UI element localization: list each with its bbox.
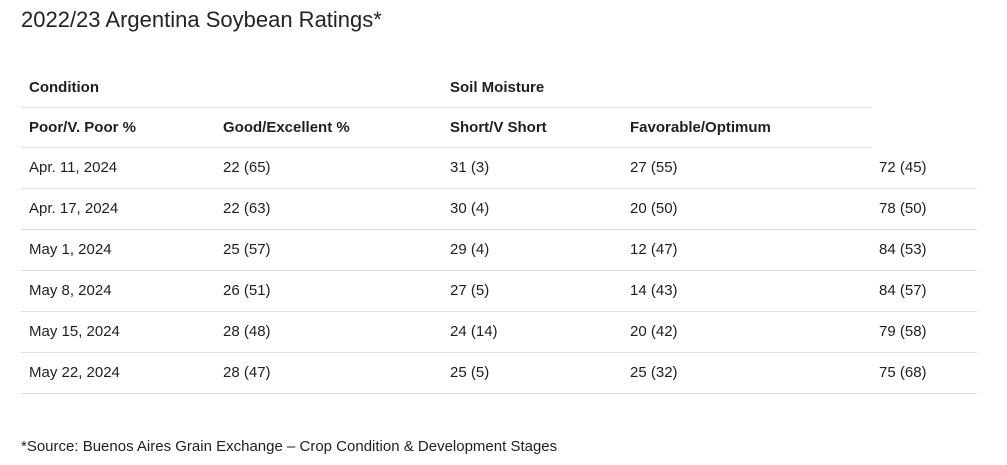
table-cell-date: Apr. 17, 2024 [29, 200, 119, 217]
table-cell-date: May 1, 2024 [29, 241, 112, 258]
table-cell: 79 (58) [879, 323, 927, 340]
table-cell: 78 (50) [879, 200, 927, 217]
sub-header-row: Poor/V. Poor % Good/Excellent % Short/V … [21, 108, 977, 148]
ratings-table: Condition Soil Moisture Poor/V. Poor % G… [21, 68, 977, 394]
table-cell: 25 (5) [450, 364, 490, 381]
table-cell: 12 (47) [630, 241, 678, 258]
table-cell-date: May 8, 2024 [29, 282, 112, 299]
table-cell: 27 (5) [450, 282, 490, 299]
page-title: 2022/23 Argentina Soybean Ratings* [21, 7, 382, 32]
table-row: May 15, 2024 28 (48) 24 (14) 20 (42) 79 … [21, 312, 977, 353]
column-header: Good/Excellent % [223, 119, 350, 136]
table-cell: 31 (3) [450, 159, 490, 176]
table-cell: 25 (57) [223, 241, 271, 258]
column-header: Favorable/Optimum [630, 119, 771, 136]
table-cell: 22 (63) [223, 200, 271, 217]
table-cell: 20 (42) [630, 323, 678, 340]
table-row: May 1, 2024 25 (57) 29 (4) 12 (47) 84 (5… [21, 230, 977, 271]
source-footnote: *Source: Buenos Aires Grain Exchange – C… [21, 438, 558, 455]
divider [21, 107, 872, 108]
table-cell: 14 (43) [630, 282, 678, 299]
table-row: May 22, 2024 28 (47) 25 (5) 25 (32) 75 (… [21, 353, 977, 394]
divider [21, 147, 872, 148]
table-cell: 27 (55) [630, 159, 678, 176]
table-cell: 75 (68) [879, 364, 927, 381]
table-cell: 25 (32) [630, 364, 678, 381]
column-header: Poor/V. Poor % [29, 119, 136, 136]
group-header-soil-moisture: Soil Moisture [450, 79, 545, 96]
table-cell: 24 (14) [450, 323, 498, 340]
column-header: Short/V Short [450, 119, 547, 136]
table-cell: 84 (53) [879, 241, 927, 258]
table-cell: 29 (4) [450, 241, 490, 258]
table-cell: 84 (57) [879, 282, 927, 299]
table-cell: 30 (4) [450, 200, 490, 217]
table-cell: 28 (47) [223, 364, 271, 381]
table-cell: 28 (48) [223, 323, 271, 340]
table-row: Apr. 11, 2024 22 (65) 31 (3) 27 (55) 72 … [21, 148, 977, 189]
table-cell: 26 (51) [223, 282, 271, 299]
table-cell-date: Apr. 11, 2024 [29, 159, 118, 176]
group-header-row: Condition Soil Moisture [21, 68, 977, 108]
table-cell-date: May 15, 2024 [29, 323, 120, 340]
table-cell: 22 (65) [223, 159, 271, 176]
group-header-condition: Condition [29, 79, 99, 96]
table-row: Apr. 17, 2024 22 (63) 30 (4) 20 (50) 78 … [21, 189, 977, 230]
table-cell: 72 (45) [879, 159, 927, 176]
table-cell-date: May 22, 2024 [29, 364, 120, 381]
table-cell: 20 (50) [630, 200, 678, 217]
table-row: May 8, 2024 26 (51) 27 (5) 14 (43) 84 (5… [21, 271, 977, 312]
